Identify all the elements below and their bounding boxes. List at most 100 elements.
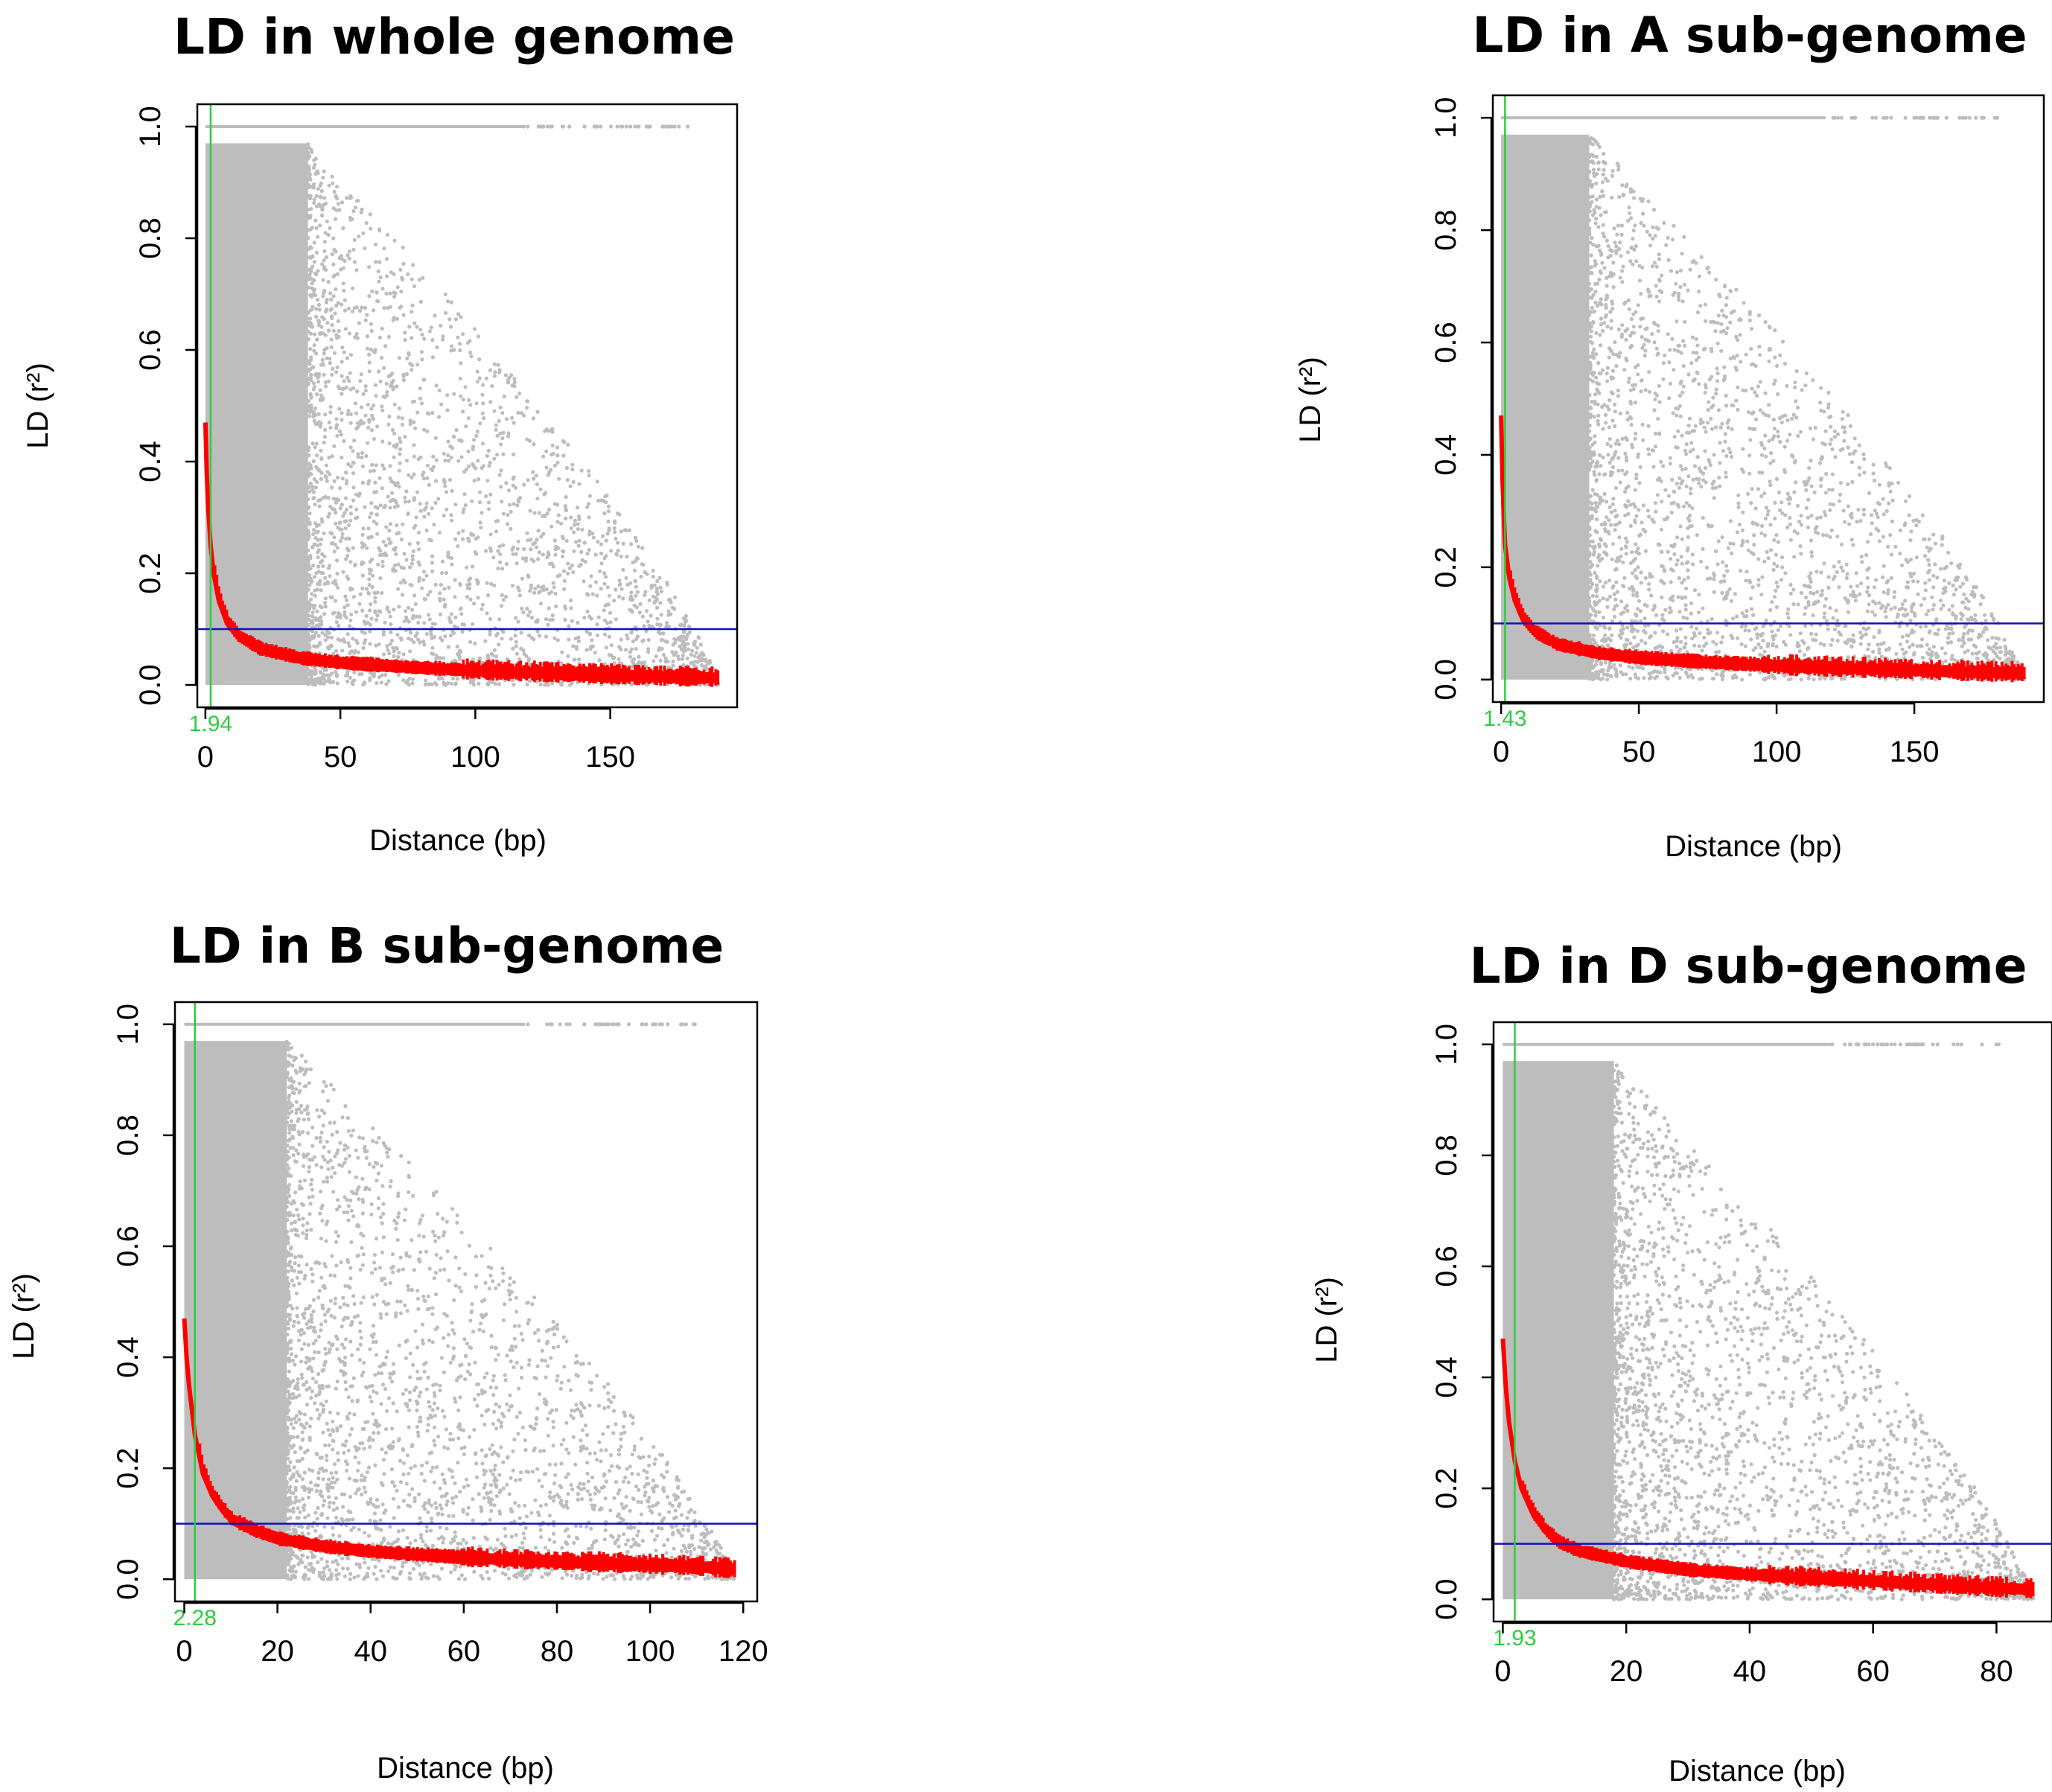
data-point [310,485,315,489]
data-point [704,657,708,662]
data-point [1816,599,1820,604]
data-point [308,605,312,609]
data-point [392,654,396,659]
data-point [313,535,318,541]
data-point [500,637,504,641]
data-point [1975,657,1980,661]
data-point [1815,590,1820,594]
data-point [489,581,494,587]
data-point [412,472,416,476]
data-point [651,575,656,579]
data-point [1949,640,1954,645]
decay-band-segment [684,666,688,686]
data-point [331,497,336,501]
data-point [1832,503,1836,507]
data-point [308,347,313,351]
data-point [1681,615,1686,620]
data-point [439,323,443,328]
data-point [373,480,377,485]
data-point [334,287,338,292]
data-point [1717,476,1721,480]
data-point [477,500,482,505]
data-point [1639,220,1643,226]
data-point [1618,480,1622,485]
data-point [1871,599,1876,604]
data-point [1851,638,1855,642]
data-point [659,589,664,594]
data-point [306,167,310,171]
data-point [314,307,319,311]
data-point [1796,602,1800,607]
data-point [604,645,608,650]
data-point [468,597,473,602]
data-point [306,471,310,475]
data-point [517,657,522,662]
data-point [684,619,689,623]
data-point [307,146,311,150]
data-point [1587,585,1592,590]
data-point [1642,616,1647,621]
data-point [567,124,572,129]
data-point [606,504,611,508]
data-point [390,427,395,433]
data-point [450,676,456,681]
data-point [582,541,587,545]
data-point [308,481,313,485]
data-point [1849,584,1853,589]
data-point [1640,265,1645,270]
decay-band-segment [628,666,631,684]
data-point [1695,310,1701,315]
data-point [312,348,316,353]
data-point [1601,194,1605,198]
data-point [369,511,374,516]
data-point [446,555,451,560]
data-point [330,307,334,311]
data-point [1897,608,1902,612]
data-point [471,533,476,538]
data-point [1954,587,1958,592]
data-point [307,642,311,646]
data-point [1877,601,1881,605]
data-point [1708,631,1712,635]
data-point [1756,487,1761,491]
data-point [619,587,624,591]
data-point [480,660,485,665]
data-point [471,444,476,449]
data-point [669,124,674,129]
data-point [1928,629,1932,634]
data-point [348,215,352,220]
data-point [348,421,353,425]
data-point [1681,384,1686,389]
data-point [310,365,316,369]
data-point [1924,612,1928,616]
data-point [1695,626,1699,631]
data-point [1810,554,1814,558]
decay-band-segment [525,662,529,681]
data-point [1624,536,1628,541]
data-point [1695,358,1699,363]
data-point [587,473,591,478]
data-point [484,494,488,499]
decay-band-segment [549,663,552,682]
data-point [587,494,593,498]
data-point [1714,549,1718,554]
data-point [1905,560,1910,564]
data-point [334,423,340,427]
data-point [395,503,400,508]
data-point [1740,611,1744,616]
data-point [1587,518,1592,523]
data-point [1684,501,1689,506]
data-point [1610,307,1615,311]
data-point [1697,477,1701,482]
data-point [406,511,410,517]
data-point [430,569,435,574]
data-point [316,570,321,574]
data-point [1710,486,1715,491]
data-point [1811,613,1815,618]
data-point [1759,645,1763,650]
data-point [322,372,326,377]
data-point [507,503,512,507]
data-point [1592,638,1596,642]
data-point [322,554,327,559]
data-point [1649,593,1654,598]
